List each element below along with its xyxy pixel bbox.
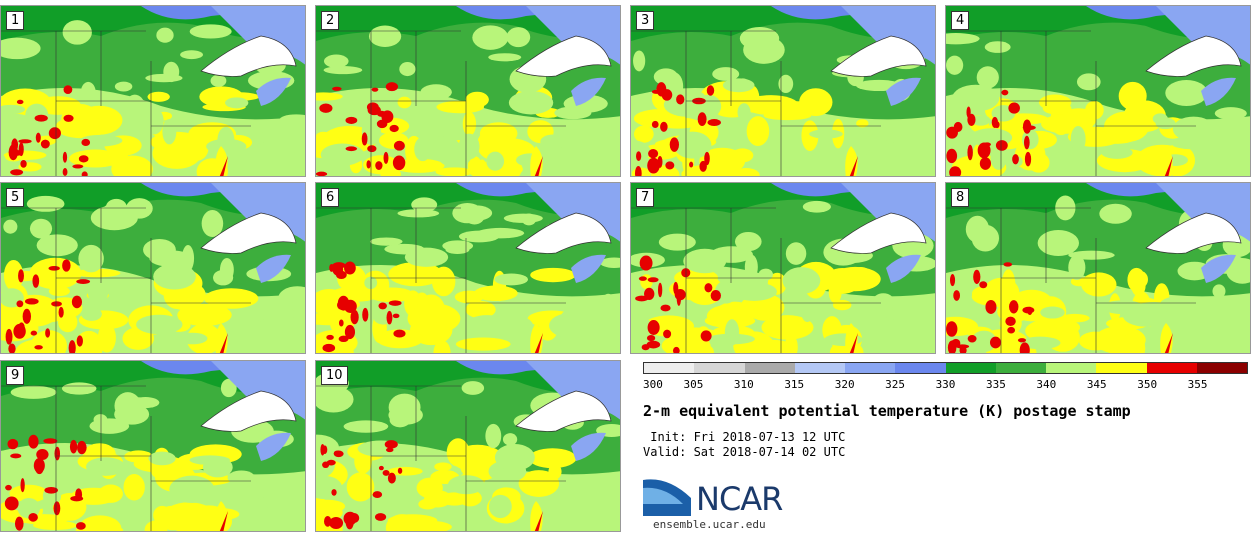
colorbar-tick-label: 305 xyxy=(683,378,704,391)
colorbar-tick-label: 315 xyxy=(784,378,805,391)
member-number: 2 xyxy=(321,11,340,30)
ensemble-member-map: 9 xyxy=(0,360,306,532)
colorbar-tick-label: 345 xyxy=(1086,378,1107,391)
site-url: ensemble.ucar.edu xyxy=(653,518,766,531)
ncar-logo-text: NCAR xyxy=(696,480,783,518)
colorbar-tick-label: 325 xyxy=(885,378,906,391)
colorbar-tick-label: 300 xyxy=(643,378,663,391)
ensemble-member-map: 8 xyxy=(945,182,1251,354)
ensemble-member-map: 10 xyxy=(315,360,621,532)
colorbar-segment xyxy=(895,363,946,373)
colorbar-tick-label: 330 xyxy=(935,378,956,391)
ensemble-member-map: 3 xyxy=(630,5,936,177)
colorbar-segment xyxy=(845,363,896,373)
ncar-logo-icon xyxy=(643,479,691,516)
colorbar-tick-label: 310 xyxy=(733,378,754,391)
colorbar-tick-label: 320 xyxy=(834,378,855,391)
colorbar-segment xyxy=(945,363,996,373)
colorbar-segment xyxy=(744,363,795,373)
colorbar-tick-label: 335 xyxy=(985,378,1006,391)
colorbar-segment xyxy=(1096,363,1147,373)
colorbar xyxy=(643,362,1248,374)
colorbar-segment xyxy=(1046,363,1097,373)
colorbar-segment xyxy=(995,363,1046,373)
member-number: 9 xyxy=(6,366,25,385)
member-number: 3 xyxy=(636,11,655,30)
member-number: 7 xyxy=(636,188,655,207)
colorbar-ticks: 300 305 310 315 320 325 330 335 340 345 350 355 xyxy=(643,378,1248,392)
member-number: 1 xyxy=(6,11,25,30)
ensemble-member-map: 4 xyxy=(945,5,1251,177)
member-number: 10 xyxy=(321,366,348,385)
ensemble-member-map: 7 xyxy=(630,182,936,354)
colorbar-segment xyxy=(794,363,845,373)
ensemble-member-map: 2 xyxy=(315,5,621,177)
ensemble-member-map: 1 xyxy=(0,5,306,177)
colorbar-segment xyxy=(694,363,745,373)
colorbar-tick-label: 350 xyxy=(1137,378,1158,391)
ensemble-member-map: 6 xyxy=(315,182,621,354)
figure-title: 2-m equivalent potential temperature (K)… xyxy=(643,402,1131,420)
member-number: 8 xyxy=(951,188,970,207)
colorbar-tick-label: 355 xyxy=(1187,378,1208,391)
member-number: 6 xyxy=(321,188,340,207)
colorbar-tick-label: 340 xyxy=(1036,378,1057,391)
member-number: 4 xyxy=(951,11,970,30)
colorbar-segment xyxy=(1196,363,1247,373)
member-number: 5 xyxy=(6,188,25,207)
ensemble-member-map: 5 xyxy=(0,182,306,354)
init-time: Init: Fri 2018-07-13 12 UTC xyxy=(643,430,846,444)
valid-time: Valid: Sat 2018-07-14 02 UTC xyxy=(643,445,846,459)
colorbar-segment xyxy=(1146,363,1197,373)
colorbar-segment xyxy=(644,363,695,373)
